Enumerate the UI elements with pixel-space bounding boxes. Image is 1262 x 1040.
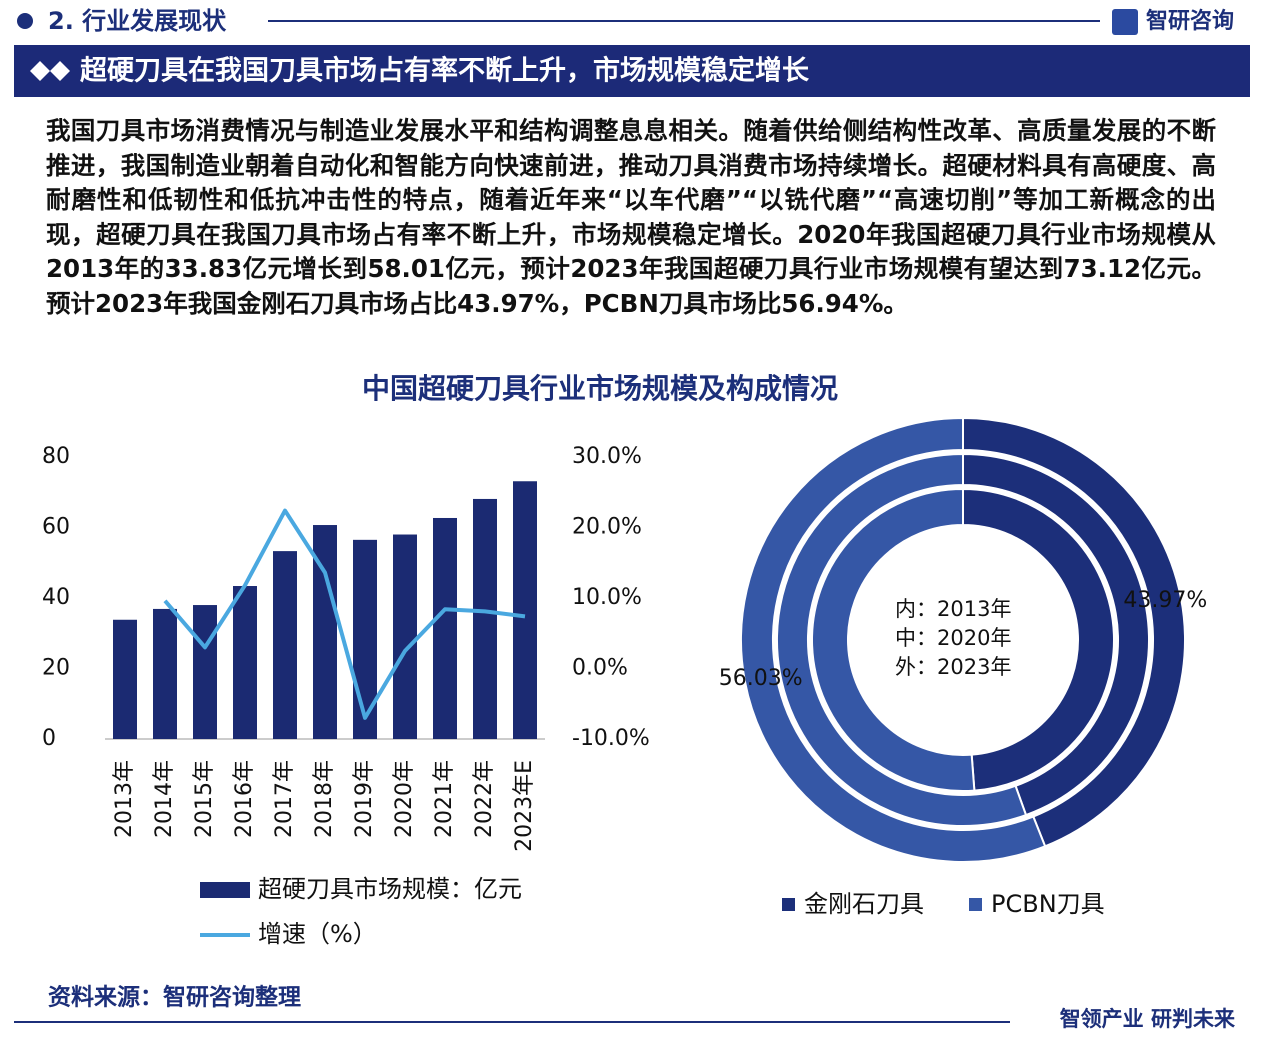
section-title: 2. 行业发展现状 <box>48 7 227 35</box>
value-label: 56.03% <box>719 666 803 691</box>
donut-segment <box>740 416 1047 863</box>
legend-label: 增速（%） <box>258 920 377 948</box>
x-tick-label: 2014年 <box>152 760 177 838</box>
x-tick-label: 2018年 <box>312 760 337 838</box>
x-tick-label: 2022年 <box>472 760 497 838</box>
x-tick-label: 2017年 <box>272 760 297 838</box>
y-tick-label: 80 <box>42 444 70 469</box>
donut-segment <box>811 487 976 792</box>
bar <box>473 498 497 739</box>
x-tick-label: 2020年 <box>392 760 417 838</box>
growth-line <box>163 508 526 720</box>
ring-label: 外：2023年 <box>895 655 1011 679</box>
bar <box>273 551 297 739</box>
brand: 智研咨询 <box>1146 8 1234 34</box>
legend-label: PCBN刀具 <box>991 890 1105 918</box>
bar <box>193 605 217 739</box>
x-tick-label: 2016年 <box>232 760 257 838</box>
y-tick-label: 40 <box>42 585 70 610</box>
bullet <box>17 13 33 29</box>
x-tick-label: 2013年 <box>112 760 137 838</box>
source: 资料来源：智研咨询整理 <box>48 984 301 1011</box>
x-tick-label: 2015年 <box>192 760 217 838</box>
ring-label: 内：2013年 <box>895 597 1011 621</box>
bar <box>113 619 137 739</box>
legend-label: 超硬刀具市场规模：亿元 <box>258 875 522 903</box>
bar <box>393 534 417 739</box>
bar <box>153 608 177 739</box>
legend-swatch <box>782 898 795 911</box>
y-tick-label: 20 <box>42 656 70 681</box>
bar <box>233 586 257 739</box>
x-tick-label: 2019年 <box>352 760 377 838</box>
chart-title: 中国超硬刀具行业市场规模及构成情况 <box>362 372 838 405</box>
bar <box>433 517 457 739</box>
y2-tick-label: -10.0% <box>572 726 650 751</box>
y-tick-label: 0 <box>42 726 56 751</box>
y2-tick-label: 0.0% <box>572 656 628 681</box>
paragraph: 我国刀具市场消费情况与制造业发展水平和结构调整息息相关。随着供给侧结构性改革、高… <box>46 116 1216 318</box>
bar <box>513 481 537 739</box>
donut-segment <box>776 452 1028 827</box>
y2-tick-label: 20.0% <box>572 515 642 540</box>
banner-title: 超硬刀具在我国刀具市场占有率不断上升，市场规模稳定增长 <box>80 55 810 87</box>
donut-segment <box>962 487 1115 792</box>
logo-icon <box>1112 9 1138 35</box>
bar <box>353 539 377 739</box>
x-tick-label: 2023年E <box>512 760 537 852</box>
y2-tick-label: 30.0% <box>572 444 642 469</box>
value-label: 43.97% <box>1123 588 1207 613</box>
slogan: 智领产业 研判未来 <box>1060 1007 1236 1031</box>
legend-label: 金刚石刀具 <box>804 890 924 918</box>
banner <box>14 45 1250 97</box>
legend-swatch <box>969 898 982 911</box>
ring-label: 中：2020年 <box>895 626 1011 650</box>
y-tick-label: 60 <box>42 515 70 540</box>
x-tick-label: 2021年 <box>432 760 457 838</box>
y2-tick-label: 10.0% <box>572 585 642 610</box>
banner-icon <box>30 61 70 81</box>
legend-swatch <box>200 882 250 898</box>
